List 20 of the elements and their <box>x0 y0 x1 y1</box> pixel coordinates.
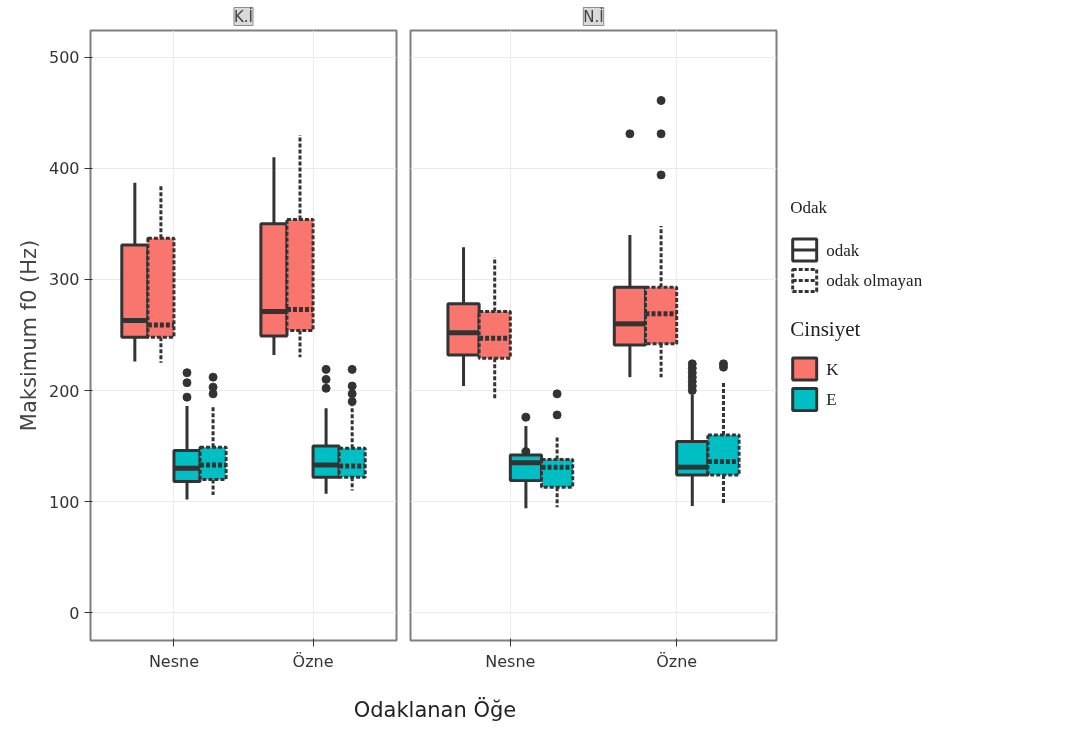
y-tick-label: 200 <box>48 381 80 401</box>
x-tick-label: Nesne <box>485 651 536 671</box>
text: odak olmayan <box>826 271 923 291</box>
text: odak <box>826 240 860 260</box>
x-tick-label: Özne <box>656 651 698 671</box>
y-axis-title: Maksimum f0 (Hz) <box>16 239 41 432</box>
text: Odak <box>790 197 828 217</box>
y-tick-label: 100 <box>48 492 80 512</box>
y-tick-label: 300 <box>48 270 80 290</box>
chart-title: K.İ <box>233 6 254 26</box>
legend-title: Cinsiyet <box>790 317 861 342</box>
legend-label: K <box>826 359 840 379</box>
x-tick-label: Nesne <box>148 651 200 671</box>
x-axis-title: Odaklanan Öğe <box>353 696 517 724</box>
y-tick-label: 400 <box>48 159 80 179</box>
x-tick-label: Özne <box>292 651 334 671</box>
legend-label: E <box>826 390 837 410</box>
chart-title: N.İ <box>583 6 604 26</box>
y-tick-label: 0 <box>69 603 80 623</box>
y-tick-label: 500 <box>48 48 80 68</box>
